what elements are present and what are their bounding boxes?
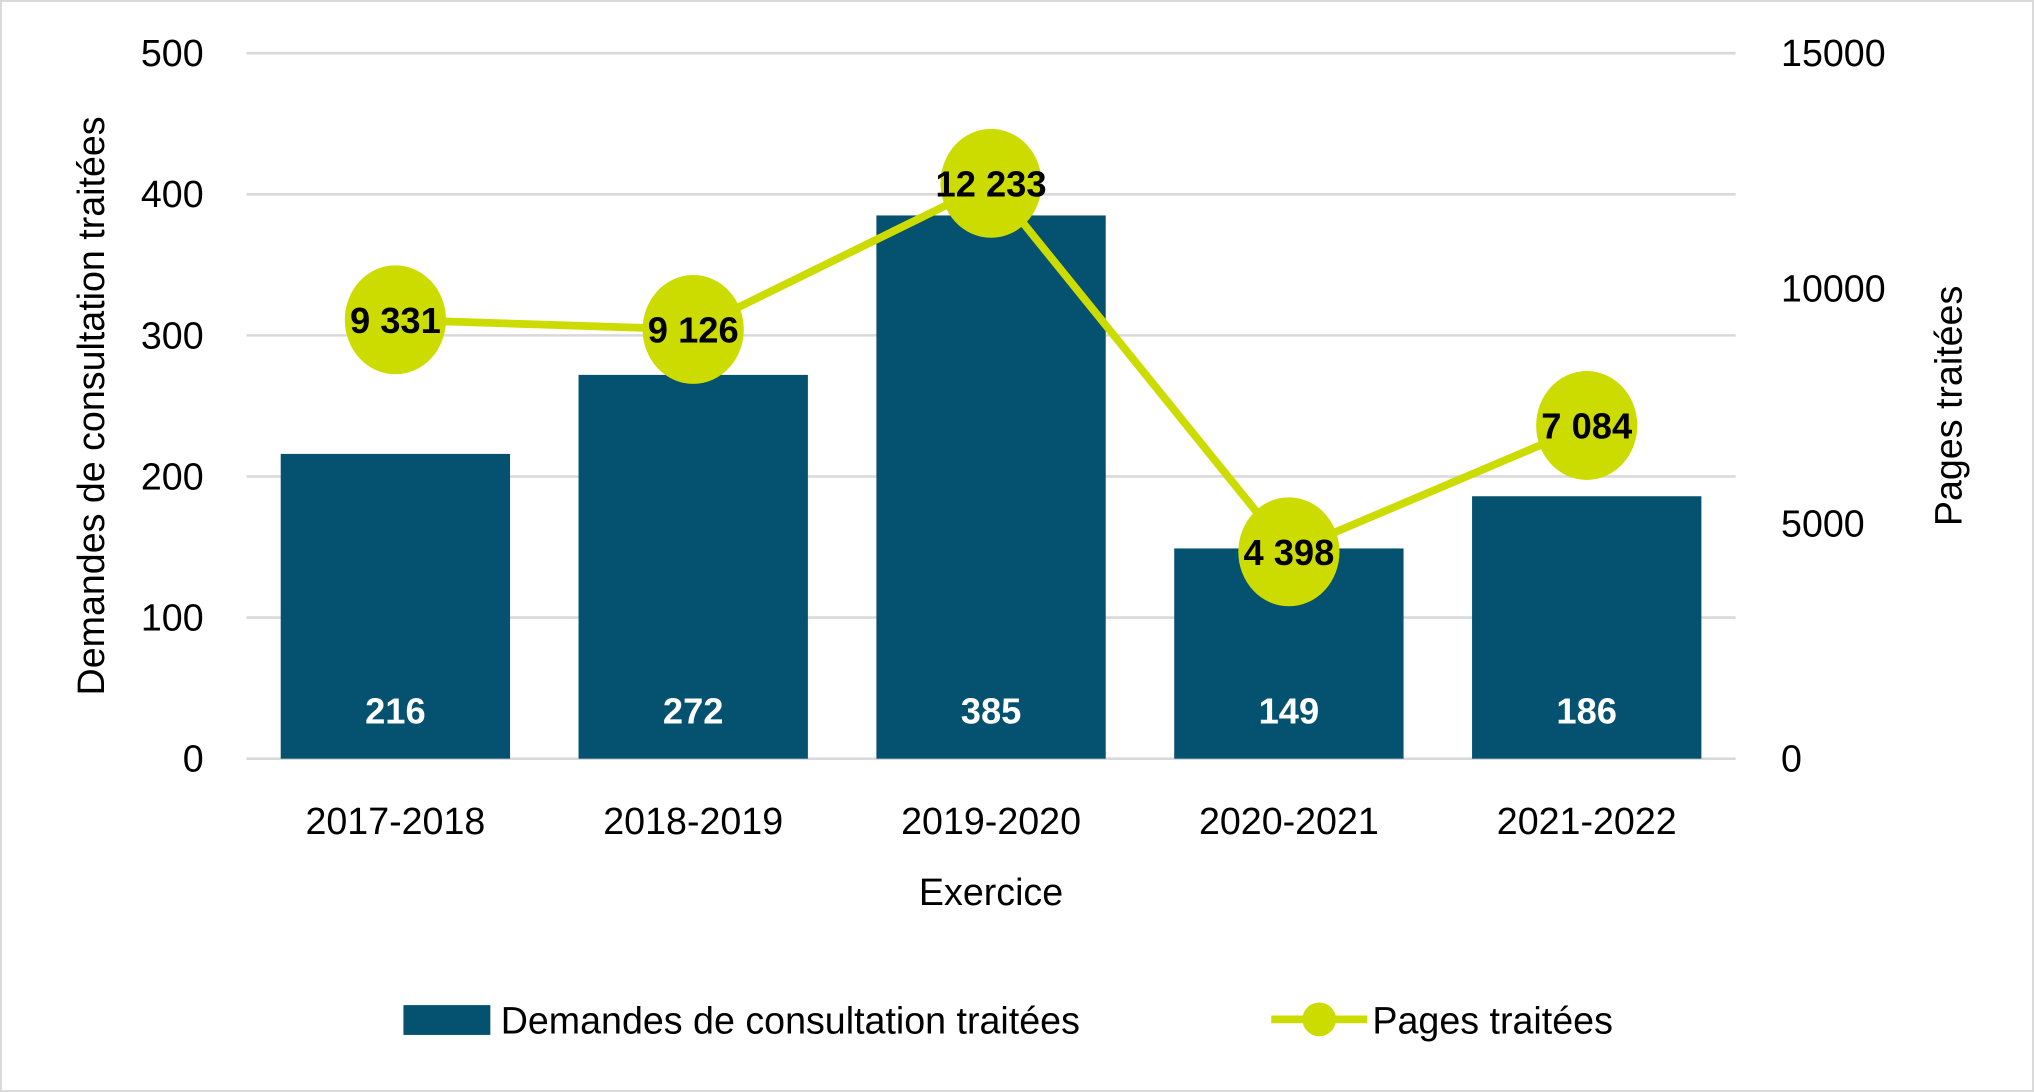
y-axis-ticks: 0 100 200 300 400 500 xyxy=(141,32,204,780)
bar xyxy=(578,374,808,759)
line-point xyxy=(940,128,1042,238)
bar-data-label: 272 xyxy=(663,691,724,732)
line-point xyxy=(344,265,446,375)
x-axis-title: Exercice xyxy=(919,871,1063,913)
line-point xyxy=(1238,497,1340,607)
y-tick-label: 200 xyxy=(141,455,204,497)
bar-data-label: 216 xyxy=(365,691,426,732)
line-series: 9 331 9 126 12 233 4 398 7 084 xyxy=(344,128,1638,607)
y2-tick-label: 15000 xyxy=(1781,32,1886,74)
x-axis-ticks: 2017-2018 2018-2019 2019-2020 2020-2021 2021… xyxy=(305,800,1676,842)
y2-tick-label: 0 xyxy=(1781,738,1802,780)
y-tick-label: 100 xyxy=(141,597,204,639)
y-tick-label: 400 xyxy=(141,173,204,215)
y2-tick-label: 5000 xyxy=(1781,502,1865,544)
bars: 216 272 385 149 186 xyxy=(280,215,1702,759)
point-data-label: 4 398 xyxy=(1243,532,1334,573)
point-data-label: 12 233 xyxy=(936,163,1047,204)
y2-axis-title: Pages traitées xyxy=(1927,286,1969,526)
legend: Demandes de consultation traitées Pages … xyxy=(403,1000,1613,1042)
legend-bar-label: Demandes de consultation traitées xyxy=(501,1000,1080,1042)
x-tick-label: 2021-2022 xyxy=(1497,800,1677,842)
legend-bar-swatch xyxy=(403,1005,491,1035)
y2-axis-ticks: 0 5000 10000 15000 xyxy=(1781,32,1886,780)
bar-data-label: 149 xyxy=(1259,691,1320,732)
point-data-label: 7 084 xyxy=(1541,405,1632,446)
x-tick-label: 2019-2020 xyxy=(901,800,1081,842)
bar-data-label: 186 xyxy=(1556,691,1617,732)
legend-line-label: Pages traitées xyxy=(1372,1000,1612,1042)
point-data-label: 9 126 xyxy=(648,309,739,350)
x-tick-label: 2018-2019 xyxy=(603,800,783,842)
x-tick-label: 2017-2018 xyxy=(305,800,485,842)
bar xyxy=(1472,496,1702,759)
y-axis-title: Demandes de consultation traitées xyxy=(70,116,112,695)
y-tick-label: 300 xyxy=(141,314,204,356)
legend-line-marker xyxy=(1302,1002,1337,1037)
legend-item-bars[interactable]: Demandes de consultation traitées xyxy=(403,1000,1080,1042)
bar xyxy=(280,453,511,759)
point-data-label: 9 331 xyxy=(350,300,441,341)
bar-data-label: 385 xyxy=(961,691,1022,732)
bar xyxy=(876,215,1106,759)
y-tick-label: 0 xyxy=(183,738,204,780)
y2-tick-label: 10000 xyxy=(1781,267,1886,309)
y-tick-label: 500 xyxy=(141,32,204,74)
line-point xyxy=(642,274,744,384)
x-tick-label: 2020-2021 xyxy=(1199,800,1379,842)
legend-item-line[interactable]: Pages traitées xyxy=(1271,1000,1613,1042)
line-point xyxy=(1536,371,1638,480)
